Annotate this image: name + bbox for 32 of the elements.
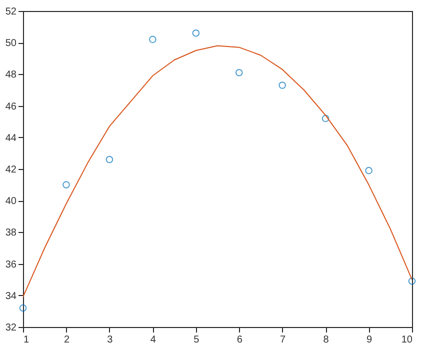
y-tick-label: 52 <box>5 6 17 18</box>
y-tick-label: 38 <box>5 228 17 239</box>
x-tick-label: 1 <box>24 334 30 346</box>
y-tick-label: 46 <box>5 101 17 112</box>
point <box>106 156 114 164</box>
point <box>322 114 330 122</box>
y-tick-label: 44 <box>5 132 17 144</box>
x-tick-label: 10 <box>401 334 413 346</box>
line-series <box>23 45 412 298</box>
point <box>192 29 200 37</box>
x-tick-label: 7 <box>280 334 286 346</box>
point <box>149 36 156 44</box>
y-tick-label: 34 <box>5 290 17 302</box>
point <box>278 82 286 89</box>
x-tick-label: 8 <box>323 334 330 346</box>
y-tick-label: 36 <box>5 259 17 270</box>
x-tick-label: 3 <box>107 334 114 346</box>
y-tick-label: 40 <box>5 196 17 208</box>
y-tick-label: 48 <box>5 70 17 81</box>
x-tick-label: 4 <box>150 334 156 346</box>
point <box>235 68 243 76</box>
y-tick-label: 32 <box>5 322 17 334</box>
point <box>62 181 70 188</box>
point <box>19 304 27 312</box>
x-tick-label: 9 <box>366 334 372 346</box>
y-tick-label: 42 <box>5 164 17 176</box>
y-tick-label: 50 <box>5 38 17 50</box>
x-tick-label: 6 <box>236 334 243 346</box>
point <box>408 278 416 285</box>
x-tick-label: 5 <box>194 334 200 346</box>
x-tick-label: 2 <box>64 334 70 346</box>
point <box>365 166 372 174</box>
